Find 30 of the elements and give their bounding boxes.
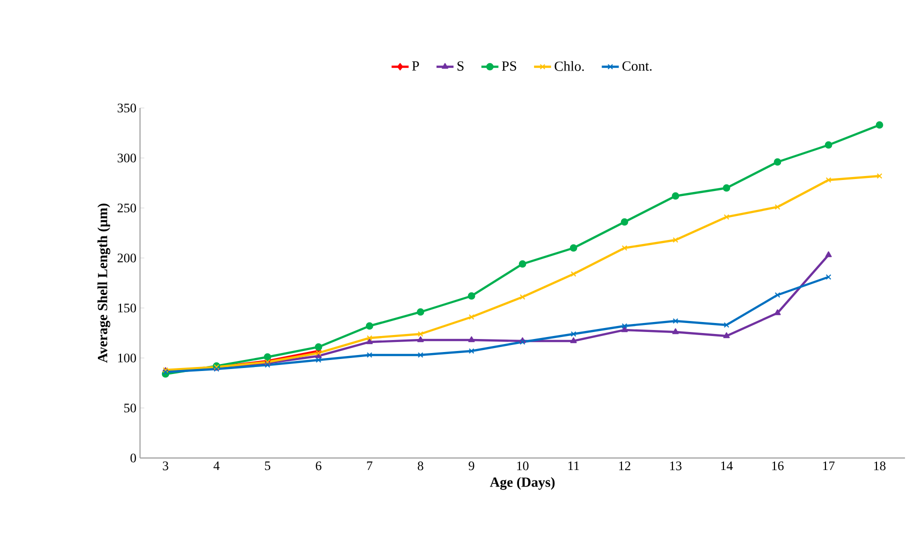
- x-tick-label: 8: [418, 462, 424, 470]
- x-tick-label: 13: [670, 462, 682, 470]
- x-tick-label: 14: [721, 462, 733, 470]
- legend-label: PS: [502, 61, 516, 71]
- x-tick-label: 18: [874, 462, 886, 470]
- x-tick-label: 7: [367, 462, 372, 470]
- y-axis-title: Average Shell Length (µm): [97, 204, 110, 363]
- x-tick-label: 3: [162, 462, 168, 470]
- x-tick-label: 10: [517, 462, 528, 470]
- y-tick-label: 350: [118, 104, 136, 112]
- legend-label: S: [458, 61, 464, 71]
- y-tick-label: 150: [118, 304, 136, 312]
- y-tick-label: 250: [118, 204, 136, 212]
- x-axis-title: Age (Days): [490, 477, 555, 490]
- legend-label: Cont.: [622, 61, 652, 71]
- y-tick-label: 0: [130, 454, 136, 462]
- legend-label: P: [412, 61, 419, 71]
- y-tick-label: 300: [118, 154, 136, 162]
- x-tick-label: 11: [568, 462, 579, 470]
- y-tick-label: 100: [118, 354, 136, 362]
- x-tick-label: 12: [619, 462, 630, 470]
- legend-label: Chlo.: [554, 61, 584, 72]
- x-tick-label: 17: [823, 462, 835, 470]
- y-tick-label: 50: [124, 404, 136, 412]
- x-tick-label: 4: [214, 461, 220, 470]
- y-tick-label: 200: [118, 254, 136, 262]
- x-tick-label: 5: [265, 462, 270, 470]
- x-tick-label: 16: [772, 462, 784, 470]
- x-tick-label: 9: [468, 462, 474, 470]
- x-tick-label: 6: [316, 462, 322, 470]
